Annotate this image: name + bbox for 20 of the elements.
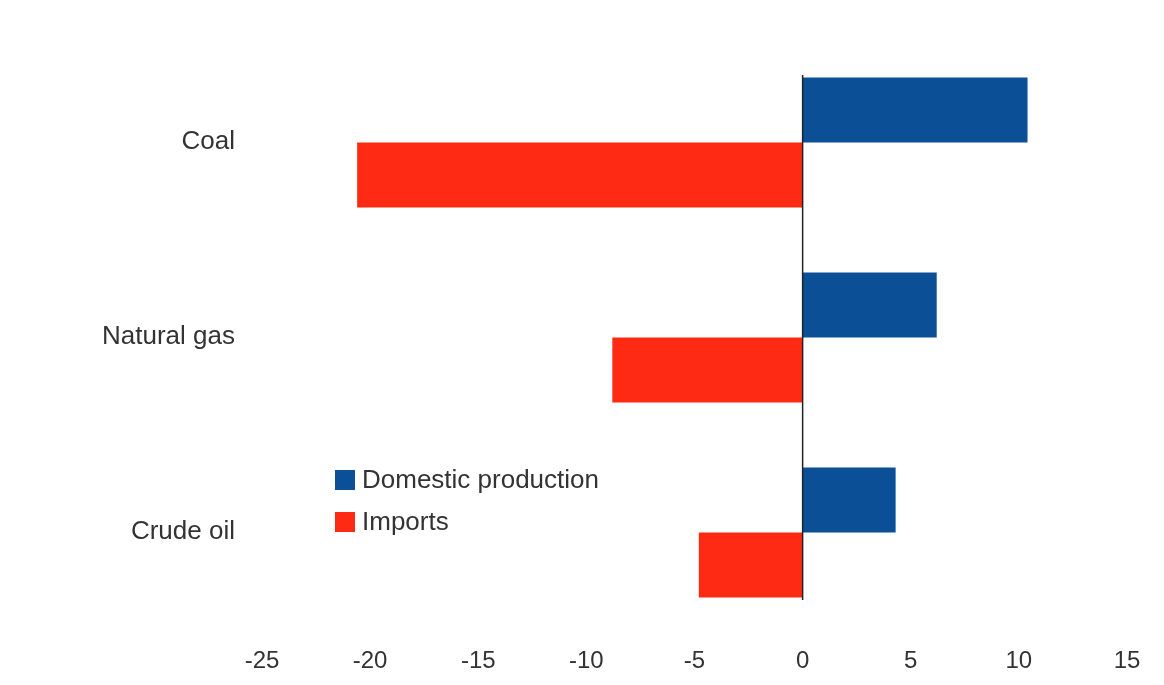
y-tick-label: Crude oil [130,515,235,546]
legend-label: Domestic production [362,463,599,494]
x-tick-label: 5 [904,646,918,673]
x-tick-label: -25 [244,646,280,673]
x-tick-label: -15 [460,646,496,673]
x-tick-label: -5 [683,646,706,673]
y-tick-label: Coal [181,125,235,156]
bar [802,467,896,533]
legend-label: Imports [362,505,449,536]
x-tick-label: 15 [1113,646,1141,673]
x-tick-label: -20 [352,646,388,673]
bar [802,77,1028,143]
bar [357,142,803,208]
bar [698,532,803,598]
y-tick-label: Natural gas [102,320,235,351]
x-tick-label: -10 [569,646,604,673]
bar [612,337,803,403]
x-tick-label: 10 [1005,646,1033,673]
bar [802,272,937,338]
x-tick-label: 0 [795,646,810,673]
